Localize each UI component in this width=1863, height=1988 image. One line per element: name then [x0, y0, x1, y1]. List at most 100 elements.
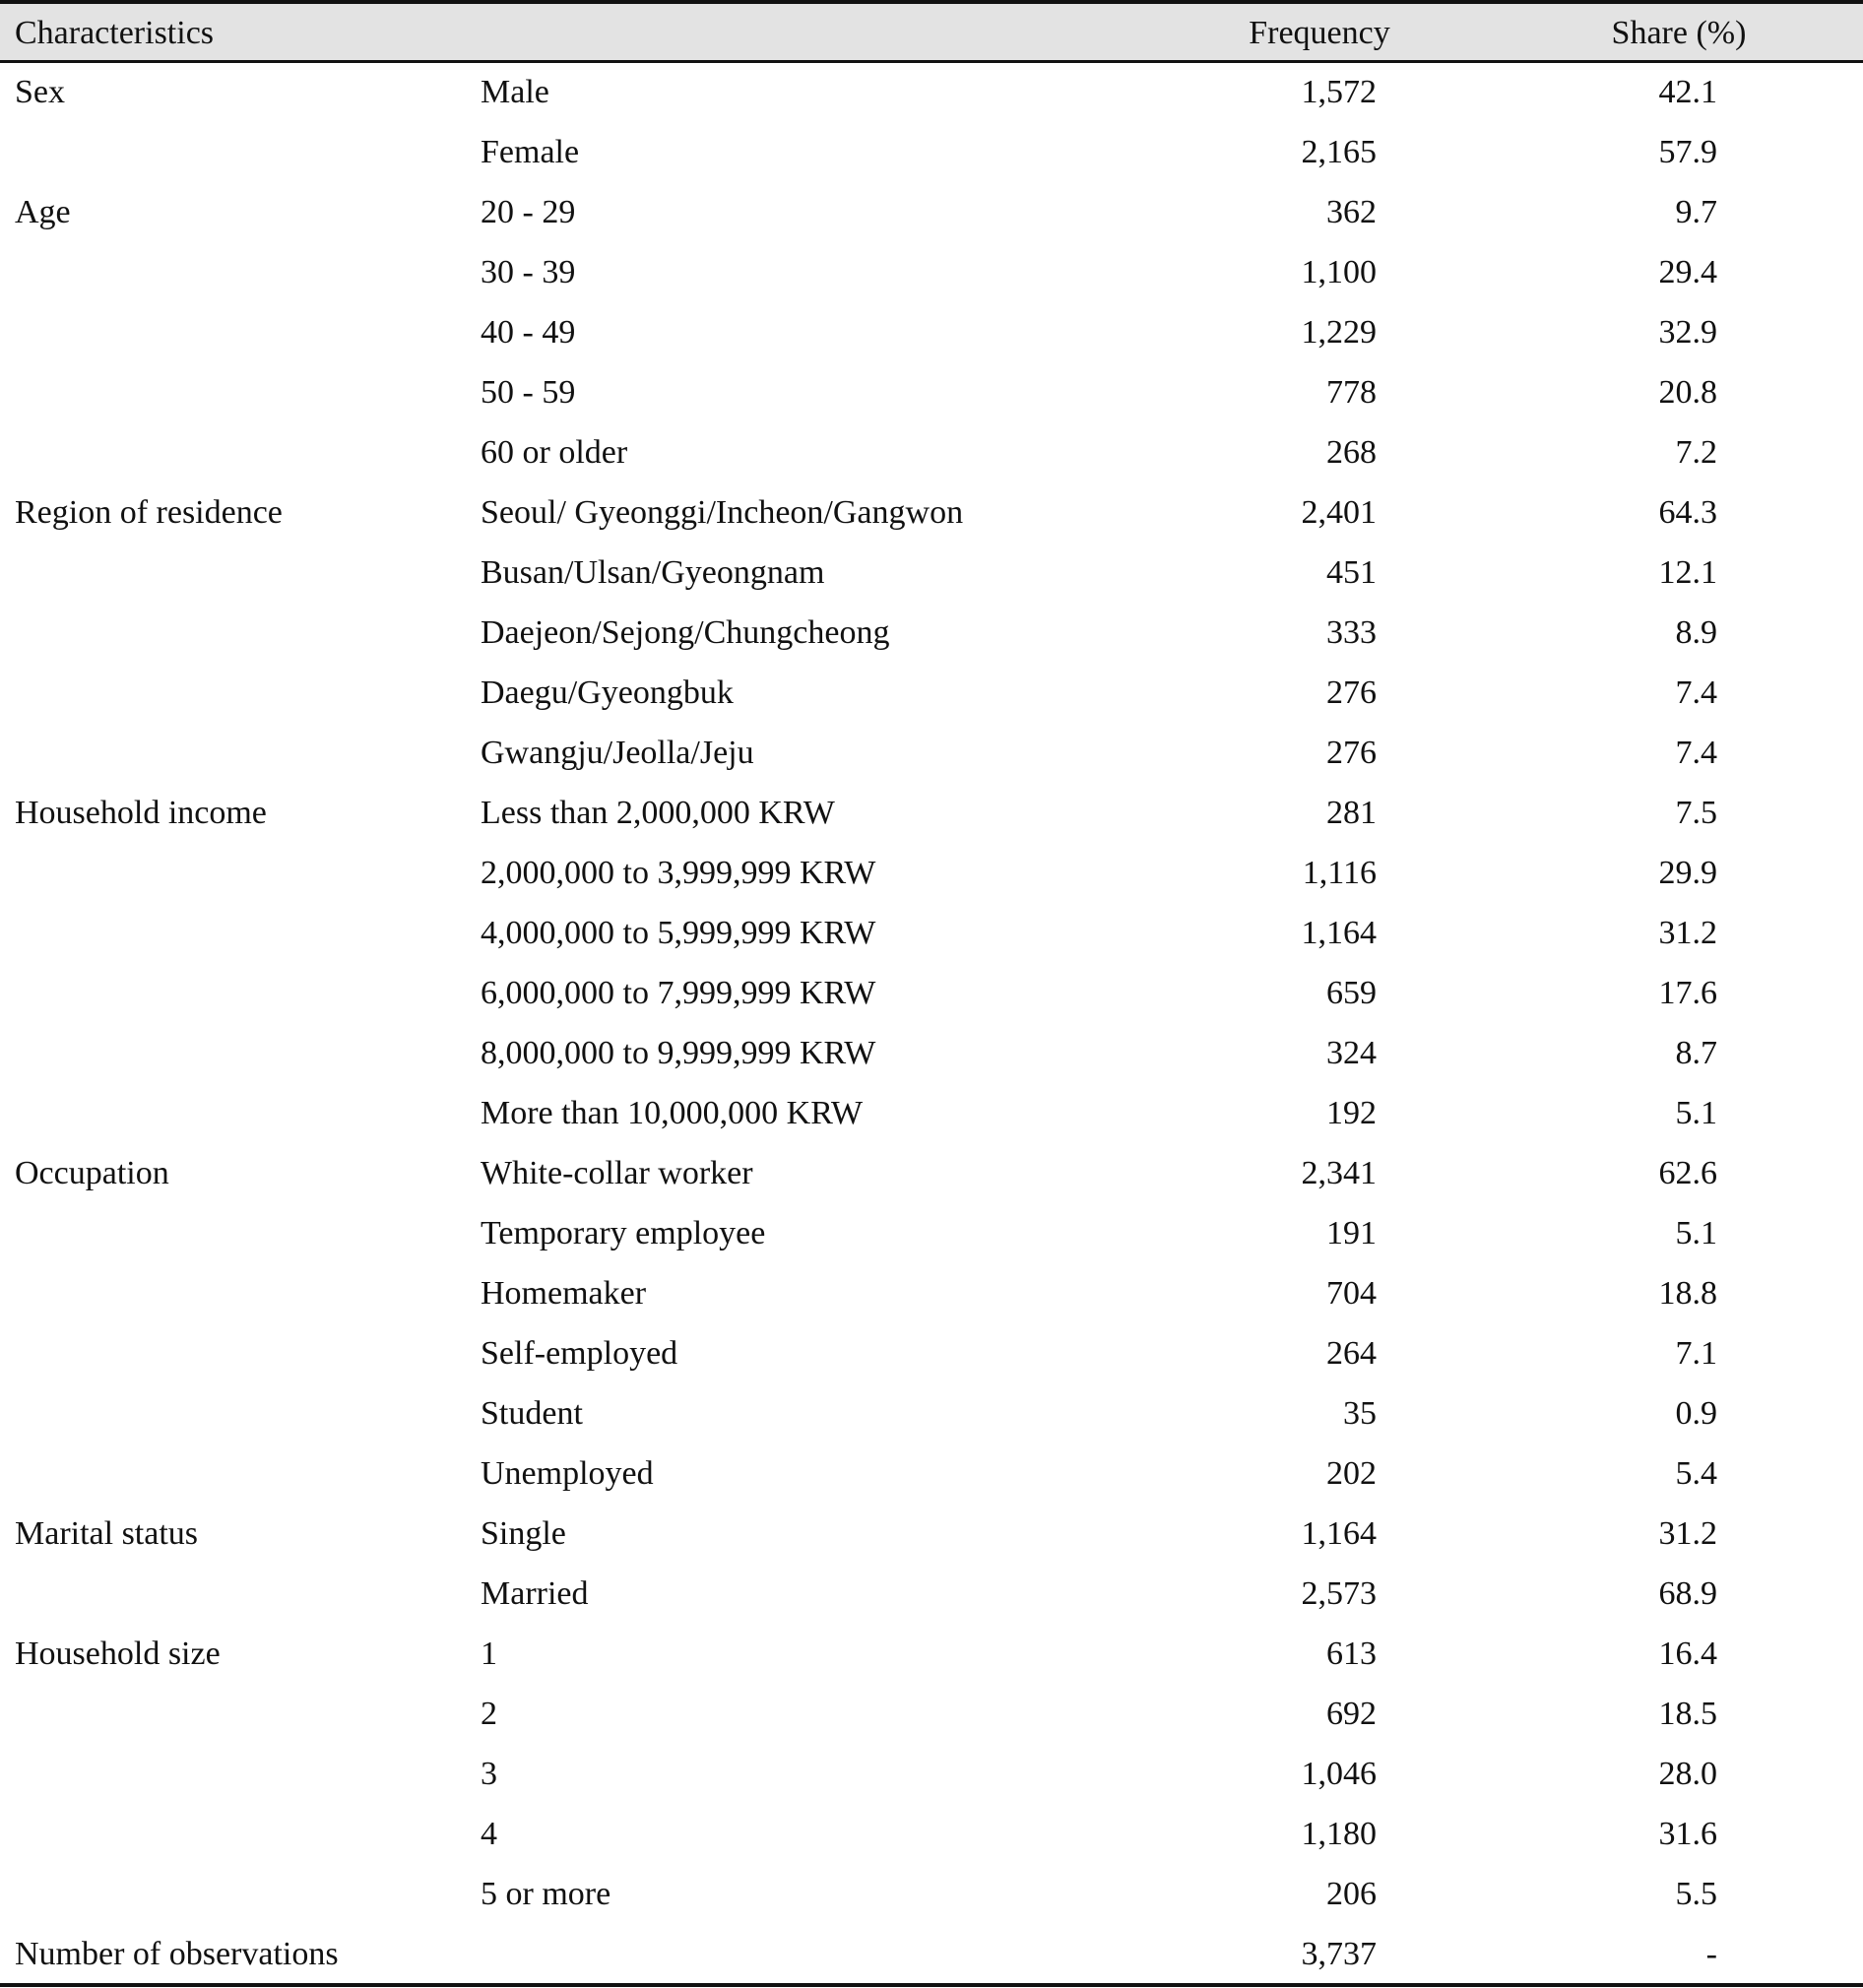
- row-frequency: 704: [1326, 1275, 1377, 1312]
- row-share: 68.9: [1658, 1575, 1718, 1612]
- table-row: Household income Less than 2,000,000 KRW 2…: [0, 784, 1863, 844]
- table-row: 2,000,000 to 3,999,999 KRW 1,116 29.9: [0, 844, 1863, 904]
- row-group-label: Region of residence: [15, 494, 283, 531]
- row-category-label: Gwangju/Jeolla/Jeju: [481, 735, 754, 771]
- table-row: Occupation White-collar worker 2,341 62.6: [0, 1144, 1863, 1204]
- row-category-label: Daejeon/Sejong/Chungcheong: [481, 614, 890, 651]
- row-share: 31.6: [1658, 1816, 1718, 1852]
- row-group-label: Marital status: [15, 1515, 199, 1552]
- row-share: 28.0: [1658, 1756, 1718, 1792]
- table-header: Characteristics Frequency Share (%): [0, 4, 1863, 63]
- table-row: Marital status Single 1,164 31.2: [0, 1505, 1863, 1565]
- row-share: 64.3: [1658, 494, 1718, 531]
- row-category-label: Female: [481, 134, 580, 170]
- row-category-label: More than 10,000,000 KRW: [481, 1095, 864, 1131]
- header-frequency: Frequency: [1249, 15, 1390, 51]
- row-share: 29.9: [1658, 855, 1718, 891]
- row-category-label: Single: [481, 1515, 566, 1552]
- row-share: 18.8: [1658, 1275, 1718, 1312]
- row-category-label: White-collar worker: [481, 1155, 753, 1191]
- header-share: Share (%): [1611, 15, 1747, 51]
- row-share: 31.2: [1658, 915, 1718, 951]
- row-frequency: 2,401: [1301, 494, 1378, 531]
- table-row: 2 692 18.5: [0, 1685, 1863, 1745]
- table-row: 50 - 59 778 20.8: [0, 363, 1863, 423]
- row-frequency: 1,229: [1301, 314, 1378, 351]
- row-share: 7.4: [1675, 735, 1718, 771]
- row-category-label: 1: [481, 1635, 497, 1672]
- row-frequency: 2,165: [1301, 134, 1378, 170]
- row-share: 7.4: [1675, 674, 1718, 711]
- table-body: Sex Male 1,572 42.1 Female 2,165 57.9 Age 20 - 2…: [0, 63, 1863, 1985]
- row-share: 16.4: [1658, 1635, 1718, 1672]
- row-share: 5.1: [1675, 1095, 1718, 1131]
- row-share: 5.4: [1675, 1455, 1718, 1492]
- row-group-label: Sex: [15, 74, 65, 110]
- row-group-label: Household income: [15, 795, 267, 831]
- table-row: Region of residence Seoul/ Gyeonggi/Inche…: [0, 483, 1863, 544]
- row-category-label: Male: [481, 74, 549, 110]
- table-row: Homemaker 704 18.8: [0, 1264, 1863, 1324]
- row-share: 12.1: [1658, 554, 1718, 591]
- table-row: 8,000,000 to 9,999,999 KRW 324 8.7: [0, 1024, 1863, 1084]
- row-share: 7.5: [1675, 795, 1718, 831]
- row-share: 9.7: [1675, 194, 1718, 230]
- row-group-label: Age: [15, 194, 71, 230]
- table-row: 30 - 39 1,100 29.4: [0, 243, 1863, 303]
- row-category-label: 50 - 59: [481, 374, 576, 411]
- row-category-label: Daegu/Gyeongbuk: [481, 674, 734, 711]
- row-frequency: 1,100: [1301, 254, 1378, 290]
- table-row: Student 35 0.9: [0, 1384, 1863, 1444]
- row-frequency: 1,180: [1301, 1816, 1378, 1852]
- row-group-label: Household size: [15, 1635, 221, 1672]
- row-share: 8.7: [1675, 1035, 1718, 1071]
- row-category-label: 5 or more: [481, 1876, 611, 1912]
- table-row: 60 or older 268 7.2: [0, 423, 1863, 483]
- row-category-label: 60 or older: [481, 434, 628, 471]
- row-frequency: 1,572: [1301, 74, 1378, 110]
- table-row: Self-employed 264 7.1: [0, 1324, 1863, 1384]
- row-frequency: 451: [1326, 554, 1377, 591]
- row-share: 29.4: [1658, 254, 1718, 290]
- row-frequency: 613: [1326, 1635, 1377, 1672]
- row-category-label: Self-employed: [481, 1335, 678, 1372]
- table-row: Daegu/Gyeongbuk 276 7.4: [0, 664, 1863, 724]
- table-row: Daejeon/Sejong/Chungcheong 333 8.9: [0, 604, 1863, 664]
- row-category-label: Unemployed: [481, 1455, 654, 1492]
- table-row: Age 20 - 29 362 9.7: [0, 183, 1863, 243]
- row-frequency: 1,164: [1301, 1515, 1378, 1552]
- row-category-label: Less than 2,000,000 KRW: [481, 795, 835, 831]
- row-frequency: 1,164: [1301, 915, 1378, 951]
- row-frequency: 35: [1343, 1395, 1377, 1432]
- row-category-label: 40 - 49: [481, 314, 576, 351]
- row-frequency: 276: [1326, 674, 1377, 711]
- bottom-rule: [0, 1983, 1863, 1987]
- row-frequency: 659: [1326, 975, 1377, 1011]
- row-category-label: 30 - 39: [481, 254, 576, 290]
- table-row: More than 10,000,000 KRW 192 5.1: [0, 1084, 1863, 1144]
- table-row: Number of observations 3,737 -: [0, 1925, 1863, 1985]
- row-share: 17.6: [1658, 975, 1718, 1011]
- row-frequency: 268: [1326, 434, 1377, 471]
- row-frequency: 276: [1326, 735, 1377, 771]
- row-share: 5.5: [1675, 1876, 1718, 1912]
- table-row: 6,000,000 to 7,999,999 KRW 659 17.6: [0, 964, 1863, 1024]
- row-category-label: Busan/Ulsan/Gyeongnam: [481, 554, 825, 591]
- row-share: 7.2: [1675, 434, 1718, 471]
- row-share: 62.6: [1658, 1155, 1718, 1191]
- row-frequency: 281: [1326, 795, 1377, 831]
- row-frequency: 202: [1326, 1455, 1377, 1492]
- row-share: -: [1705, 1936, 1717, 1972]
- table-row: Busan/Ulsan/Gyeongnam 451 12.1: [0, 544, 1863, 604]
- table-row: Married 2,573 68.9: [0, 1565, 1863, 1625]
- row-share: 8.9: [1675, 614, 1718, 651]
- row-frequency: 191: [1326, 1215, 1377, 1251]
- row-category-label: 4,000,000 to 5,999,999 KRW: [481, 915, 876, 951]
- row-frequency: 1,046: [1301, 1756, 1378, 1792]
- row-group-label: Number of observations: [15, 1936, 339, 1972]
- row-frequency: 2,341: [1301, 1155, 1378, 1191]
- row-frequency: 3,737: [1301, 1936, 1378, 1972]
- row-frequency: 206: [1326, 1876, 1377, 1912]
- row-share: 7.1: [1675, 1335, 1718, 1372]
